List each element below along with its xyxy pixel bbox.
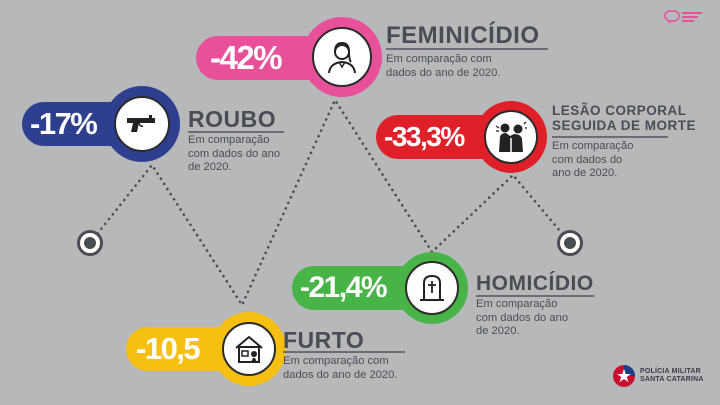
feminicidio-title: FEMINICÍDIO (386, 22, 540, 49)
feminicidio-badge (302, 17, 382, 97)
lesao-desc: Em comparação com dados do ano de 2020. (552, 140, 634, 179)
furto-rule (283, 351, 405, 353)
roubo-value: -17% (30, 106, 98, 141)
lesao-value: -33,3% (384, 121, 465, 152)
homicidio-rule (476, 295, 594, 297)
lesao-rule (552, 136, 668, 138)
furto-value: -10,5 (136, 331, 201, 366)
lesao-badge (475, 101, 547, 173)
lesao-title: LESÃO CORPORAL SEGUIDA DE MORTE (552, 103, 697, 133)
roubo-rule (188, 131, 284, 133)
roubo-title: ROUBO (188, 106, 277, 132)
woman-icon (312, 27, 372, 87)
pmsc-line2: SANTA CATARINA (640, 376, 704, 383)
pmsc-logo: POLÍCIA MILITAR SANTA CATARINA (612, 364, 704, 388)
tombstone-icon (405, 261, 459, 315)
end-node (557, 230, 583, 256)
start-node (77, 230, 103, 256)
homicidio-value: -21,4% (300, 271, 388, 304)
pmsc-emblem-icon (613, 365, 635, 387)
furto-title: FURTO (283, 327, 365, 353)
furto-desc: Em comparação com dados do ano de 2020. (283, 355, 398, 381)
comms-logo (664, 8, 704, 26)
feminicidio-rule (386, 48, 548, 50)
feminicidio-value: -42% (210, 39, 283, 76)
roubo-badge (104, 86, 180, 162)
homicidio-title: HOMICÍDIO (476, 272, 594, 295)
feminicidio-desc: Em comparação com dados do ano de 2020. (386, 53, 501, 79)
pmsc-line1: POLÍCIA MILITAR (640, 368, 701, 375)
gun-icon (114, 96, 170, 152)
homicidio-badge (396, 252, 468, 324)
furto-badge (212, 312, 286, 386)
fight-icon (484, 110, 538, 164)
homicidio-desc: Em comparação com dados do ano de 2020. (476, 298, 569, 337)
roubo-desc: Em comparação com dados do ano de 2020. (188, 134, 281, 173)
house-icon (222, 322, 276, 376)
